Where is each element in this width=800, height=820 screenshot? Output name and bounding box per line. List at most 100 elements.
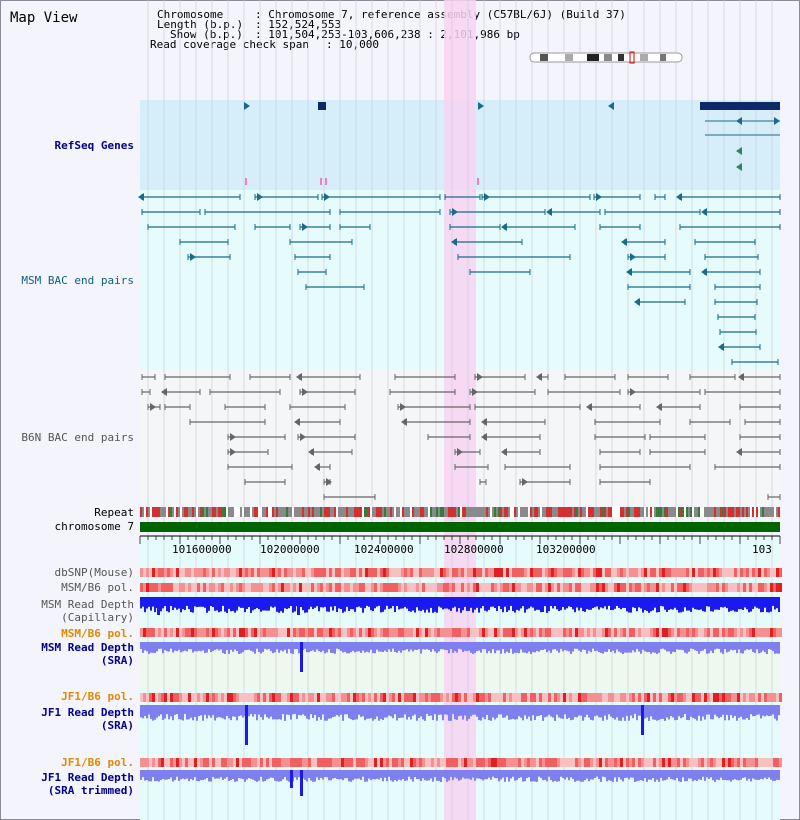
polymorphism-bar [350,628,353,637]
read-depth-bar [720,597,722,608]
read-depth-bar [410,642,412,650]
polymorphism-bar [338,628,341,637]
read-depth-bar [308,597,310,610]
polymorphism-bar [464,568,467,577]
read-depth-spike [157,597,160,615]
read-depth-bar [460,642,462,650]
polymorphism-bar [695,693,698,702]
refseq-genes-label[interactable]: RefSeq Genes [54,139,134,152]
polymorphism-bar [653,568,656,577]
polymorphism-bar [554,628,557,637]
read-depth-bar [194,597,196,607]
polymorphism-bar [542,628,545,637]
polymorphism-bar [182,628,185,637]
read-depth-bar [486,642,488,654]
read-depth-bar [226,770,228,778]
read-depth-bar [338,705,340,717]
polymorphism-bar [575,583,578,592]
read-depth-bar [350,642,352,653]
read-depth-bar [476,770,478,779]
repeat-bar [148,507,150,517]
polymorphism-bar [188,568,191,577]
polymorphism-bar [515,583,518,592]
read-depth-bar [562,642,564,652]
read-depth-bar [724,597,726,607]
gene-arrow [478,102,484,110]
polymorphism-bar [737,628,740,637]
polymorphism-bar [200,758,203,767]
polymorphism-bar [677,758,680,767]
read-depth-bar [276,597,278,612]
polymorphism-bar [380,628,383,637]
read-depth-bar [318,705,320,718]
read-depth-bar [642,770,644,781]
read-depth-bar [662,642,664,649]
polymorphism-bar [587,693,590,702]
polymorphism-bar [692,568,695,577]
repeat-bar [484,507,486,517]
polymorphism-bar [560,693,563,702]
read-depth-bar [574,642,576,649]
polymorphism-bar [641,568,644,577]
repeat-bar [746,507,748,517]
read-depth-bar [268,705,270,719]
repeat-bar [660,507,662,517]
read-depth-bar [654,705,656,720]
read-depth-bar [218,770,220,779]
read-depth-bar [296,705,298,719]
polymorphism-bar [716,583,719,592]
polymorphism-bar [416,628,419,637]
polymorphism-bar [188,758,191,767]
polymorphism-bar [437,628,440,637]
polymorphism-bar [614,758,617,767]
read-depth-bar [398,770,400,780]
read-depth-bar [610,642,612,653]
polymorphism-bar [551,758,554,767]
polymorphism-bar [533,568,536,577]
polymorphism-bar [641,628,644,637]
polymorphism-bar [293,628,296,637]
read-depth-bar [460,770,462,780]
repeat-bar [314,507,316,517]
read-depth-bar [664,597,666,610]
polymorphism-bar [539,583,542,592]
polymorphism-bar [425,758,428,767]
b6n-bac-end-pairs-label[interactable]: B6N BAC end pairs [21,431,134,444]
read-depth-bar [246,770,248,780]
read-depth-bar [438,770,440,781]
repeat-bar [464,507,466,517]
read-depth-bar [220,705,222,718]
repeat-bar [258,507,260,517]
polymorphism-bar [356,583,359,592]
read-depth-bar [400,597,402,609]
read-depth-bar [276,770,278,782]
msm-bac-end-pairs-label[interactable]: MSM BAC end pairs [21,274,134,287]
read-depth-bar [504,642,506,654]
polymorphism-bar [710,583,713,592]
read-depth-bar [492,705,494,718]
polymorphism-bar [650,568,653,577]
gene-arrow [736,117,742,125]
polymorphism-bar [359,583,362,592]
polymorphism-bar [170,583,173,592]
read-depth-bar [656,770,658,780]
polymorphism-bar [386,628,389,637]
read-depth-bar [442,705,444,721]
repeat-bar [630,507,632,517]
read-depth-bar [494,705,496,720]
polymorphism-bar [302,568,305,577]
repeat-bar [566,507,568,517]
repeat-bar [252,507,254,517]
ideogram-band [587,54,599,61]
polymorphism-bar [266,758,269,767]
read-depth-bar [666,770,668,780]
polymorphism-bar [575,758,578,767]
gene-arrow [630,388,636,396]
polymorphism-bar [305,628,308,637]
read-depth-bar [620,770,622,780]
read-depth-bar [572,597,574,610]
polymorphism-bar [566,693,569,702]
repeat-bar [250,507,252,517]
polymorphism-bar [170,758,173,767]
